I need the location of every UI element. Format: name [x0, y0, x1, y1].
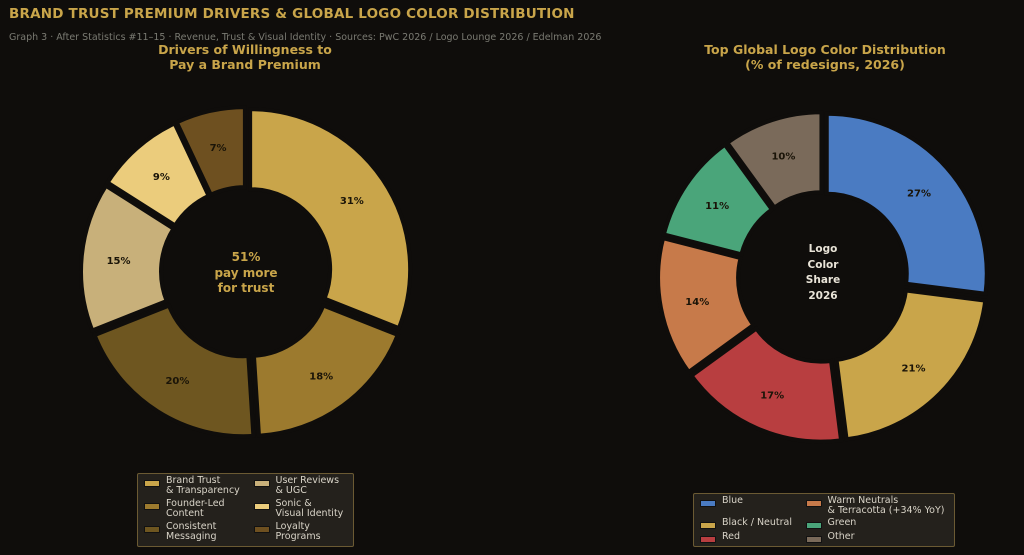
legend-label: Consistent Messaging [166, 521, 217, 542]
legend-label: Other [827, 530, 855, 542]
logo-color-slice-blue [824, 111, 989, 296]
legend-label: Sonic & Visual Identity [275, 498, 344, 519]
legend-label: Founder-Led Content [166, 498, 225, 519]
driver-slice-label-brand-trust-transparency: 31% [340, 196, 364, 207]
driver-legend-item-brand-trust-transparency: Brand Trust & Transparency [144, 476, 244, 498]
center-text-line: pay more [214, 265, 278, 280]
driver-legend-item-user-reviews-ugc: User Reviews & UGC [253, 475, 348, 498]
center-text-line: 2026 [808, 289, 838, 302]
logo-color-legend-item-green: Green [805, 517, 948, 530]
logo-color-slice-green [661, 141, 775, 257]
logo-color-slice-red [688, 325, 844, 444]
premium-drivers-donut: 31% 18% 20% 15% 9% 7% [79, 105, 413, 439]
premium-drivers-center-text: 51% pay more for trust [186, 250, 306, 297]
driver-slice-brand-trust-transparency [248, 107, 413, 331]
center-text-line: Share [805, 274, 841, 286]
premium-drivers-chart-title: Drivers of Willingness to Pay a Brand Pre… [130, 42, 360, 72]
legend-label: Blue [722, 495, 744, 506]
center-text-line: Logo [808, 243, 838, 255]
driver-slice-user-reviews-ugc [79, 183, 177, 334]
legend-swatch [805, 500, 822, 507]
logo-color-slice-warm-neutrals-terracotta-34-yoy [656, 235, 757, 375]
logo-color-slice-label-red: 17% [760, 390, 784, 401]
legend-swatch [253, 503, 270, 510]
driver-legend-item-consistent-messaging: Consistent Messaging [144, 522, 244, 544]
logo-color-legend: Blue Black / Neutral Red Warm Neutrals & Te… [693, 493, 955, 547]
legend-swatch [144, 480, 160, 487]
legend-label: Black / Neutral [722, 517, 793, 529]
driver-slice-loyalty-programs [174, 105, 247, 198]
premium-drivers-legend: Brand Trust & Transparency Founder-Led Co… [137, 473, 354, 547]
chart-title-line: (% of redesigns, 2026) [745, 57, 905, 72]
legend-label: Red [722, 530, 741, 542]
logo-color-legend-item-red: Red [700, 530, 796, 544]
legend-swatch [253, 480, 270, 487]
legend-label: Warm Neutrals & Terracotta (+34% YoY) [827, 495, 945, 516]
logo-color-slice-label-warm-neutrals-terracotta-34-yoy: 14% [685, 297, 709, 308]
logo-color-center-text: Logo Color Share 2026 [763, 242, 883, 304]
driver-slice-sonic-visual-identity [104, 120, 212, 229]
legend-label: User Reviews & UGC [275, 475, 340, 496]
legend-swatch [144, 526, 160, 533]
legend-label: Brand Trust & Transparency [166, 475, 240, 496]
logo-color-donut: 27% 21% 17% 14% 11% 10% [656, 110, 989, 444]
logo-color-chart-title: Top Global Logo Color Distribution (% of … [690, 42, 960, 72]
legend-swatch [144, 503, 160, 510]
logo-color-legend-item-other: Other [805, 530, 948, 544]
logo-color-legend-item-blue: Blue [700, 496, 796, 517]
chart-title-line: Top Global Logo Color Distribution [704, 42, 946, 57]
center-text-line: for trust [217, 281, 275, 295]
driver-slice-consistent-messaging [91, 303, 256, 439]
driver-slice-label-founder-led-content: 18% [309, 372, 333, 383]
driver-slice-label-loyalty-programs: 7% [210, 143, 227, 154]
logo-color-legend-item-black-neutral: Black / Neutral [700, 518, 796, 530]
legend-swatch [700, 522, 716, 530]
logo-color-slice-label-black-neutral: 21% [902, 364, 926, 375]
driver-legend-item-sonic-visual-identity: Sonic & Visual Identity [253, 498, 348, 521]
logo-color-slice-other [724, 110, 824, 211]
driver-legend-item-loyalty-programs: Loyalty Programs [253, 521, 348, 544]
chart-title-line: Pay a Brand Premium [169, 57, 321, 72]
logo-color-slice-label-other: 10% [771, 151, 795, 162]
driver-slice-label-sonic-visual-identity: 9% [153, 172, 170, 183]
legend-swatch [253, 526, 270, 533]
legend-swatch [700, 500, 716, 507]
legend-swatch [700, 535, 716, 543]
driver-slice-label-user-reviews-ugc: 15% [107, 256, 131, 267]
driver-legend-item-founder-led-content: Founder-Led Content [144, 499, 244, 521]
legend-label: Loyalty Programs [275, 521, 321, 542]
logo-color-legend-item-warm-neutrals-terracotta-34-yoy: Warm Neutrals & Terracotta (+34% YoY) [805, 495, 948, 517]
center-text-line: Color [807, 258, 839, 271]
driver-slice-founder-led-content [251, 302, 401, 438]
legend-swatch [805, 522, 822, 530]
legend-label: Green [827, 517, 857, 529]
logo-color-slice-label-blue: 27% [907, 188, 931, 199]
driver-slice-label-consistent-messaging: 20% [165, 376, 189, 387]
page-subtitle: Graph 3 · After Statistics #11–15 · Reve… [9, 32, 602, 43]
logo-color-slice-label-green: 11% [705, 201, 729, 212]
center-text-line: 51% [231, 250, 261, 264]
chart-title-line: Drivers of Willingness to [158, 42, 332, 57]
logo-color-slice-black-neutral [834, 288, 988, 442]
page-title: BRAND TRUST PREMIUM DRIVERS & GLOBAL LOG… [9, 6, 575, 22]
legend-swatch [805, 535, 822, 543]
